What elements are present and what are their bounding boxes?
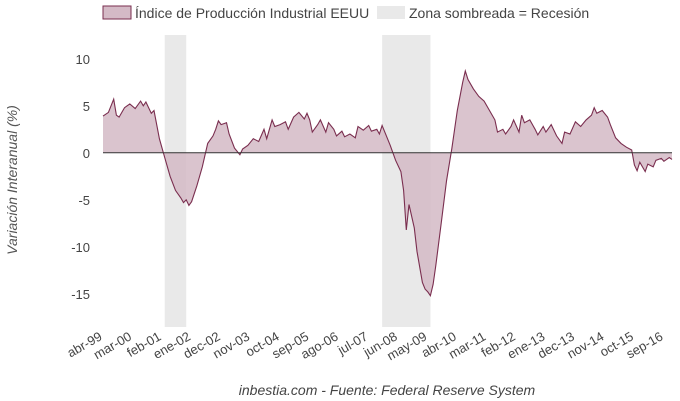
legend-swatch-recession	[377, 6, 405, 19]
legend-label-series: Índice de Producción Industrial EEUU	[135, 5, 369, 21]
y-tick-label: -15	[71, 287, 90, 302]
y-tick-label: 0	[83, 146, 90, 161]
series-area-fill-1	[103, 71, 672, 296]
y-axis: 10 5 0 -5 -10 -15	[71, 52, 90, 302]
series-line-1	[102, 68, 673, 298]
x-axis: abr-99mar-00feb-01ene-02dec-02nov-03oct-…	[64, 329, 665, 364]
series-area	[102, 68, 673, 298]
y-tick-label: -5	[78, 193, 90, 208]
legend-swatch-series	[102, 5, 132, 20]
y-axis-label: Variación Interanual (%)	[4, 105, 20, 255]
source-note: inbestia.com - Fuente: Federal Reserve S…	[239, 382, 536, 398]
y-tick-label: -10	[71, 240, 90, 255]
y-tick-label: 10	[76, 52, 90, 67]
y-tick-label: 5	[83, 99, 90, 114]
recession-bands	[164, 35, 431, 327]
legend: Índice de Producción Industrial EEUU Zon…	[102, 5, 589, 21]
legend-label-recession: Zona sombreada = Recesión	[409, 5, 589, 21]
